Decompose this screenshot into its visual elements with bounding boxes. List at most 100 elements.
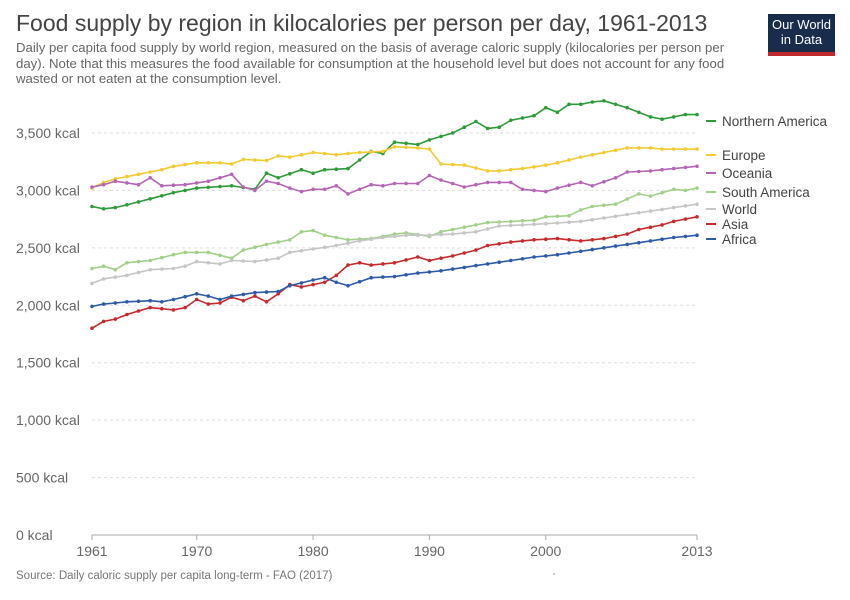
- data-point: [194, 259, 199, 264]
- data-point: [532, 188, 536, 193]
- data-point: [416, 271, 420, 275]
- data-point: [660, 167, 664, 172]
- data-point: [450, 131, 455, 135]
- legend-label: Africa: [722, 232, 757, 247]
- data-point: [671, 147, 676, 151]
- data-point: [160, 306, 164, 311]
- data-point: [509, 223, 513, 228]
- data-point: [183, 182, 187, 187]
- data-point: [497, 169, 502, 173]
- data-point: [427, 270, 432, 274]
- series-line: [91, 99, 697, 210]
- data-point: [346, 238, 350, 242]
- data-point: [194, 181, 199, 185]
- data-point: [253, 290, 257, 295]
- data-point: [288, 155, 292, 159]
- data-point: [322, 167, 327, 172]
- data-point: [695, 147, 699, 151]
- data-point: [218, 161, 222, 165]
- data-point: [567, 251, 571, 255]
- data-point: [520, 239, 525, 243]
- data-point: [276, 176, 281, 180]
- logo-line-2: in Data: [780, 32, 823, 47]
- data-point: [299, 281, 304, 285]
- data-point: [113, 267, 118, 272]
- data-point: [136, 182, 141, 187]
- data-point: [520, 187, 525, 192]
- data-point: [160, 167, 164, 172]
- data-point: [136, 200, 141, 204]
- data-point: [346, 263, 350, 267]
- data-point: [485, 169, 490, 173]
- data-point: [369, 182, 374, 187]
- legend-label: Oceania: [722, 166, 773, 181]
- data-point: [404, 145, 408, 150]
- data-point: [427, 173, 432, 178]
- data-point: [695, 202, 699, 206]
- data-point: [602, 150, 606, 155]
- data-point: [671, 166, 676, 171]
- data-point: [462, 225, 467, 229]
- data-point: [590, 184, 595, 188]
- data-point: [648, 225, 653, 229]
- data-point: [136, 259, 141, 264]
- data-point: [462, 163, 467, 167]
- data-point: [567, 102, 571, 107]
- data-point: [101, 319, 106, 324]
- data-point: [555, 186, 560, 190]
- data-point: [381, 149, 385, 154]
- data-point: [578, 249, 583, 254]
- data-point: [474, 248, 478, 252]
- data-point: [544, 215, 548, 219]
- data-point: [509, 240, 513, 244]
- data-point: [404, 181, 408, 186]
- data-point: [683, 217, 688, 221]
- data-point: [439, 178, 443, 182]
- data-point: [567, 220, 571, 224]
- data-point: [671, 235, 676, 240]
- data-point: [381, 262, 385, 266]
- data-point: [497, 180, 502, 185]
- data-point: [136, 172, 141, 177]
- data-point: [299, 248, 304, 253]
- data-point: [241, 259, 246, 263]
- data-point: [113, 275, 118, 279]
- data-point: [602, 99, 606, 103]
- data-point: [450, 181, 455, 186]
- data-point: [660, 190, 664, 195]
- owid-logo[interactable]: Our World in Data: [768, 14, 835, 56]
- data-point: [392, 181, 397, 186]
- data-point: [590, 204, 595, 209]
- data-point: [683, 165, 688, 170]
- data-point: [136, 299, 141, 304]
- data-point: [288, 250, 292, 255]
- y-tick-label: 500 kcal: [16, 470, 68, 486]
- data-point: [555, 161, 560, 165]
- data-point: [485, 243, 490, 248]
- data-point: [567, 183, 571, 187]
- x-tick-label: 1990: [414, 543, 445, 559]
- data-point: [125, 174, 129, 179]
- data-point: [322, 275, 327, 280]
- data-point: [578, 239, 583, 243]
- data-point: [695, 112, 699, 117]
- data-point: [334, 243, 339, 248]
- data-point: [357, 187, 362, 192]
- data-point: [497, 242, 502, 246]
- data-point: [392, 234, 397, 239]
- data-point: [555, 110, 560, 115]
- data-point: [90, 326, 94, 331]
- data-point: [125, 273, 129, 278]
- data-point: [567, 238, 571, 242]
- data-point: [509, 258, 513, 263]
- data-point: [509, 219, 513, 224]
- data-point: [357, 158, 362, 162]
- data-point: [369, 263, 374, 267]
- data-point: [206, 185, 211, 190]
- logo-line-1: Our World: [772, 17, 831, 32]
- data-point: [101, 277, 106, 281]
- source-note[interactable]: Source: Daily caloric supply per capita …: [16, 570, 333, 582]
- data-point: [613, 202, 618, 206]
- data-point: [160, 300, 164, 304]
- data-point: [229, 172, 234, 177]
